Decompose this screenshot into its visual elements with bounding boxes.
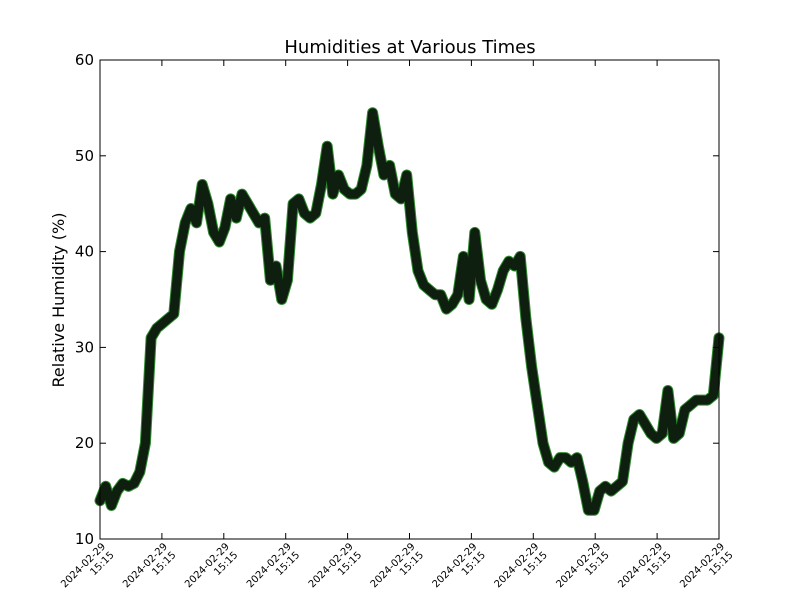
y-tick-label: 60 [75,51,94,69]
y-tick-label: 10 [75,530,94,548]
plot-area [94,107,725,516]
chart-title: Humidities at Various Times [284,37,535,58]
y-tick-label: 20 [75,434,94,452]
y-tick-label: 40 [75,243,94,261]
plot-frame [99,59,720,540]
y-axis-ticks: 10 20 30 40 50 60 [75,51,719,548]
y-tick-label: 30 [75,338,94,356]
y-tick-label: 50 [75,147,94,165]
series-line [95,108,724,515]
y-axis-label: Relative Humidity (%) [49,213,68,388]
